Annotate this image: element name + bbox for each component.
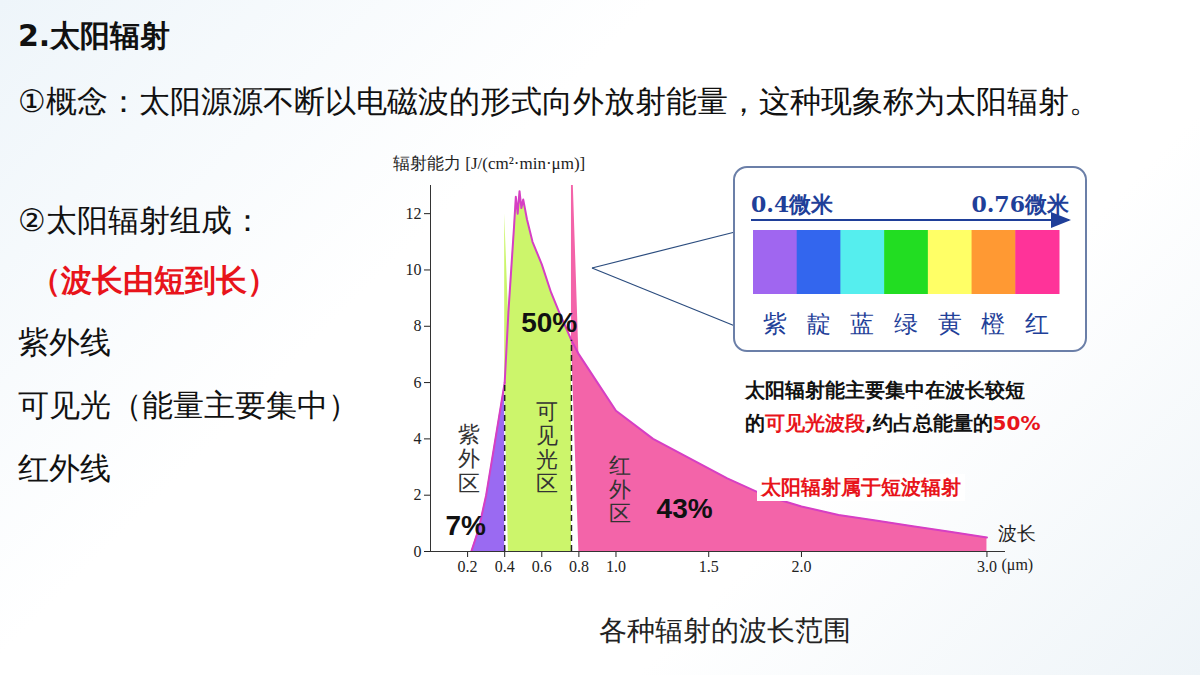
- html-text:的可见光波段,约占总能量的50%: 的可见光波段,约占总能量的50%: [745, 411, 1041, 435]
- svg-text:4: 4: [414, 430, 422, 447]
- html-text:紫外线: 紫外线: [18, 324, 111, 360]
- html-text:（波长由短到长）: （波长由短到长）: [30, 262, 278, 298]
- svg-text:红: 红: [1025, 310, 1049, 338]
- svg-text:0.4: 0.4: [495, 558, 515, 575]
- svg-text:紫: 紫: [763, 310, 787, 338]
- svg-text:1.0: 1.0: [606, 558, 626, 575]
- svg-text:可见光区: 可见光区: [536, 399, 558, 497]
- svg-text:0: 0: [414, 543, 422, 560]
- svg-text:0.8: 0.8: [569, 558, 589, 575]
- html-text:各种辐射的波长范围: 各种辐射的波长范围: [599, 614, 851, 647]
- svg-text:橙: 橙: [981, 310, 1005, 338]
- svg-text:43%: 43%: [657, 493, 713, 524]
- svg-text:0.4微米: 0.4微米: [751, 191, 834, 217]
- svg-text:紫外区: 紫外区: [458, 422, 480, 495]
- svg-text:黄: 黄: [938, 310, 962, 338]
- svg-text:靛: 靛: [807, 310, 831, 338]
- html-text:①概念：太阳源源不断以电磁波的形式向外放射能量，这种现象称为: ①概念：太阳源源不断以电磁波的形式向外放射能量，这种现象称为太阳辐射。: [18, 83, 1100, 119]
- svg-text:蓝: 蓝: [850, 310, 874, 338]
- svg-text:0.6: 0.6: [532, 558, 552, 575]
- html-text:太阳辐射属于短波辐射: 太阳辐射属于短波辐射: [761, 475, 961, 499]
- svg-text:6: 6: [414, 374, 422, 391]
- svg-text:2: 2: [414, 486, 422, 503]
- svg-text:绿: 绿: [894, 310, 918, 338]
- html-text:2.太阳辐射: 2.太阳辐射: [18, 18, 171, 53]
- html-text:辐射能力 [J/(cm²·min·μm)]: 辐射能力 [J/(cm²·min·μm)]: [393, 154, 586, 173]
- svg-text:10: 10: [406, 261, 422, 278]
- svg-text:1.5: 1.5: [699, 558, 719, 575]
- svg-text:0.76微米: 0.76微米: [971, 191, 1070, 217]
- svg-text:波长: 波长: [998, 522, 1036, 544]
- svg-text:7%: 7%: [446, 510, 487, 541]
- svg-text:8: 8: [414, 317, 422, 334]
- svg-text:0.2: 0.2: [458, 558, 478, 575]
- html-text:太阳辐射能主要集中在波长较短: 太阳辐射能主要集中在波长较短: [745, 378, 1025, 402]
- html-text:可见光（能量主要集中）: 可见光（能量主要集中）: [18, 387, 359, 423]
- svg-text:3.0: 3.0: [977, 558, 997, 575]
- svg-text:50%: 50%: [521, 307, 577, 338]
- html-text:红外线: 红外线: [18, 450, 111, 486]
- svg-text:红外区: 红外区: [609, 453, 631, 526]
- html-text:②太阳辐射组成：: ②太阳辐射组成：: [18, 202, 263, 238]
- svg-text:2.0: 2.0: [791, 558, 811, 575]
- svg-text:12: 12: [406, 205, 422, 222]
- svg-text:(μm): (μm): [1002, 556, 1034, 574]
